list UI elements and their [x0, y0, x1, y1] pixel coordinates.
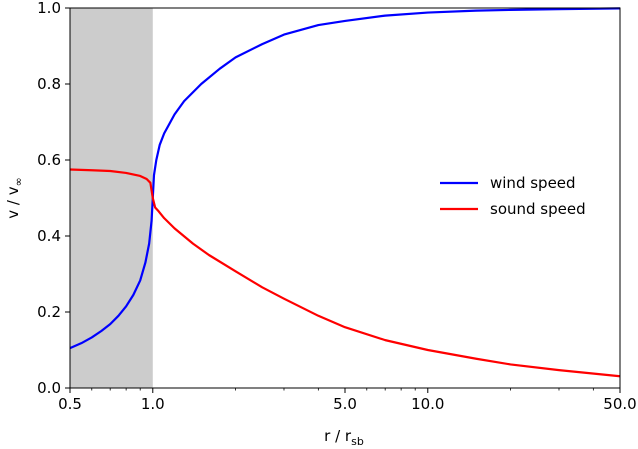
- shaded-region: [70, 8, 153, 388]
- series-line-wind-speed: [69, 7, 621, 350]
- series-line-sound-speed: [69, 168, 621, 378]
- y-tick-label: 0.2: [37, 303, 61, 321]
- x-tick-label: 0.5: [58, 395, 82, 413]
- y-tick-label: 0.8: [37, 75, 61, 93]
- x-axis: 0.5 1.0 5.0 10.0 50.0: [58, 388, 637, 413]
- legend-label-wind-speed: wind speed: [490, 174, 576, 192]
- legend: wind speed sound speed: [440, 174, 586, 218]
- y-tick-label: 1.0: [37, 0, 61, 17]
- y-tick-label: 0.0: [37, 379, 61, 397]
- legend-label-sound-speed: sound speed: [490, 200, 586, 218]
- x-axis-label: r / rsb: [324, 427, 364, 448]
- y-axis: 0.0 0.2 0.4 0.6 0.8 1.0: [37, 0, 70, 397]
- y-tick-label: 0.4: [37, 227, 61, 245]
- x-axis-label-subscript: sb: [351, 435, 364, 448]
- x-tick-label: 10.0: [411, 395, 444, 413]
- x-tick-label: 1.0: [141, 395, 165, 413]
- y-axis-label-subscript: ∞: [12, 177, 25, 186]
- x-tick-label: 50.0: [603, 395, 636, 413]
- y-axis-label: v / v∞: [4, 177, 25, 219]
- x-tick-label: 5.0: [333, 395, 357, 413]
- y-tick-label: 0.6: [37, 151, 61, 169]
- plot-area: [69, 7, 621, 389]
